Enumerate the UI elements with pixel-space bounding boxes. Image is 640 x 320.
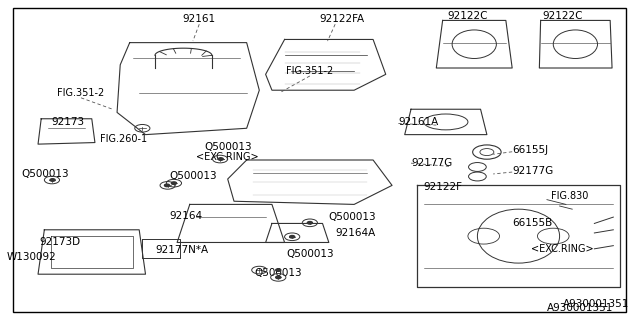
Text: <EXC.RING>: <EXC.RING> [531, 244, 594, 254]
Circle shape [218, 158, 223, 160]
Text: Q500013: Q500013 [286, 249, 333, 259]
Text: 66155B: 66155B [512, 219, 552, 228]
Circle shape [50, 179, 55, 181]
Text: 92122C: 92122C [543, 11, 583, 21]
Text: FIG.830: FIG.830 [552, 191, 589, 202]
Text: 92164A: 92164A [335, 228, 376, 238]
Circle shape [172, 182, 177, 184]
Text: FIG.260-1: FIG.260-1 [100, 134, 147, 144]
Text: Q500013: Q500013 [204, 142, 252, 152]
Text: FIG.351-2: FIG.351-2 [58, 88, 105, 98]
Text: 92173: 92173 [52, 117, 85, 127]
Text: Q500013: Q500013 [22, 169, 69, 179]
Text: 92122C: 92122C [447, 11, 488, 21]
Circle shape [276, 276, 281, 279]
Circle shape [307, 221, 312, 224]
Text: 92177G: 92177G [411, 158, 452, 168]
Circle shape [276, 269, 281, 271]
Circle shape [290, 236, 294, 238]
Text: 92177N*A: 92177N*A [155, 245, 208, 255]
Text: 92122F: 92122F [424, 182, 463, 192]
Text: Q500013: Q500013 [329, 212, 376, 222]
Text: 92173D: 92173D [40, 237, 81, 247]
Text: 66155J: 66155J [512, 146, 548, 156]
Text: A930001351: A930001351 [547, 302, 613, 313]
Text: W130092: W130092 [7, 252, 56, 262]
Text: FIG.351-2: FIG.351-2 [286, 66, 333, 76]
Text: Q500013: Q500013 [169, 171, 217, 181]
Text: 92161: 92161 [182, 14, 216, 24]
Text: <EXC.RING>: <EXC.RING> [196, 152, 259, 162]
Text: 92177G: 92177G [512, 166, 554, 176]
Text: A930001351: A930001351 [563, 299, 629, 309]
Text: 92122FA: 92122FA [319, 14, 364, 24]
Text: Q500013: Q500013 [255, 268, 302, 278]
Text: 92164: 92164 [169, 211, 202, 220]
Circle shape [164, 184, 170, 187]
Text: 92161A: 92161A [398, 117, 438, 127]
